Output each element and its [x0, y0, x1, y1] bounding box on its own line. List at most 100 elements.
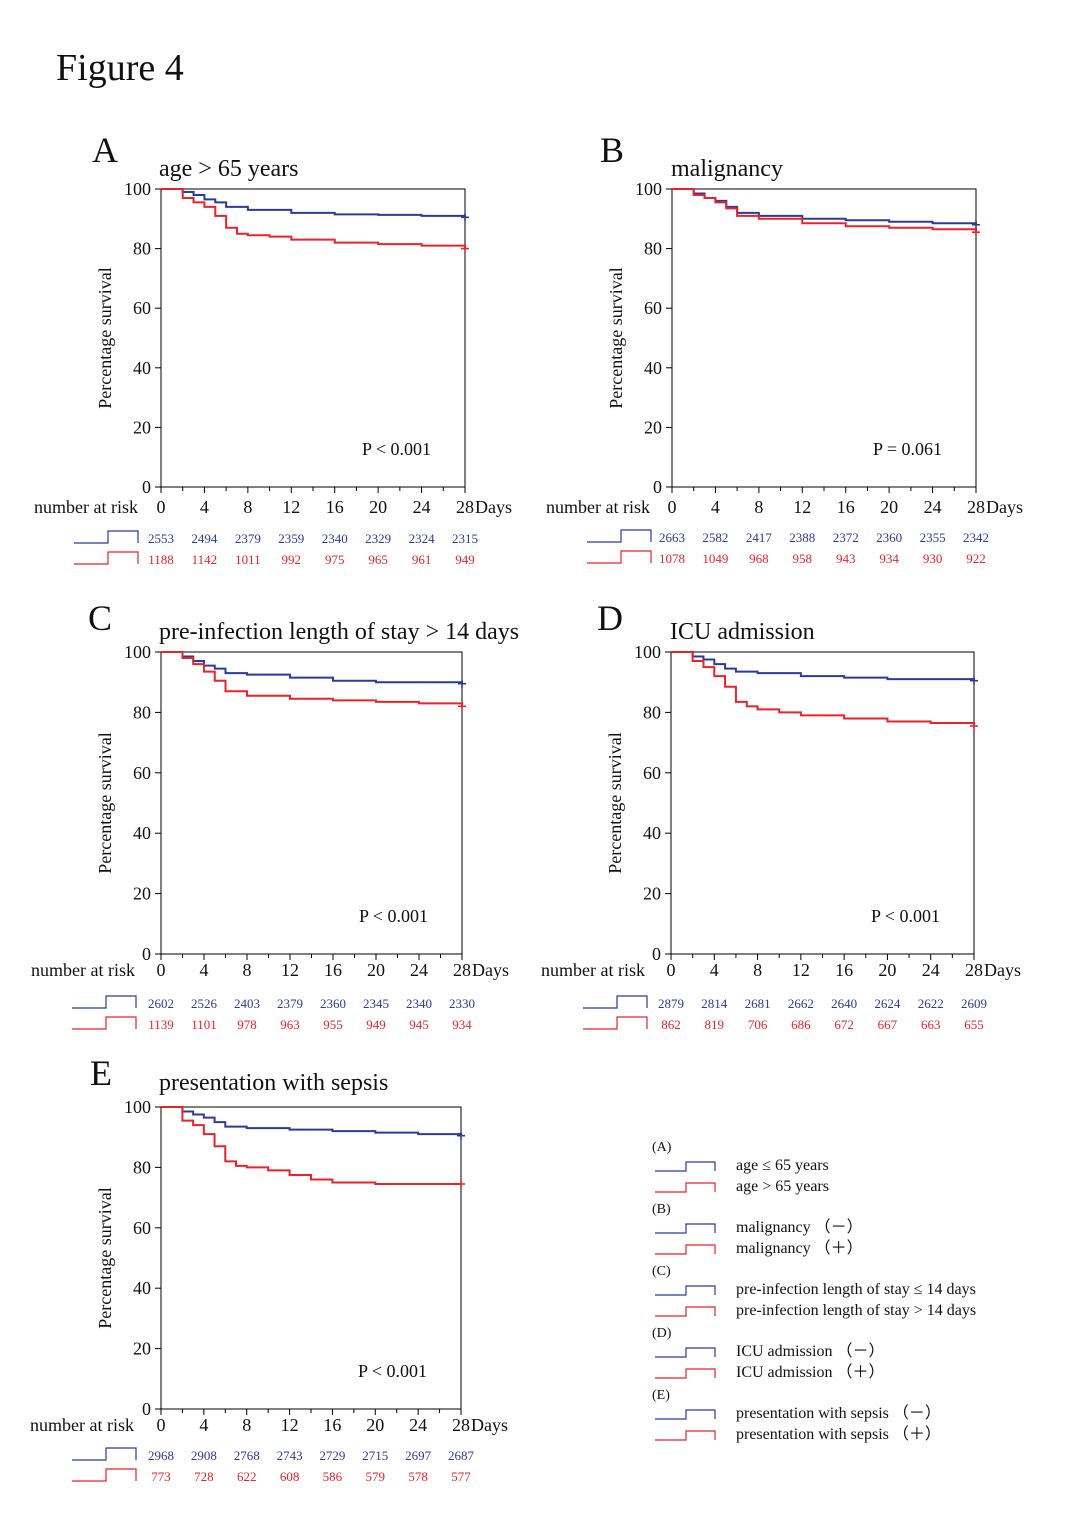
x-tick-label: 20: [367, 960, 385, 980]
y-tick-label: 20: [133, 884, 151, 904]
at-risk-count: 2359: [278, 531, 304, 546]
survival-curve-positive: [161, 1106, 461, 1186]
survival-curve-negative: [671, 651, 975, 681]
x-tick-label: 8: [243, 960, 252, 980]
at-risk-count: 2602: [148, 996, 174, 1011]
y-axis-label: Percentage survival: [606, 267, 626, 408]
x-tick-label: 12: [282, 497, 300, 517]
y-tick-label: 80: [133, 1157, 151, 1177]
at-risk-count: 2360: [876, 530, 902, 545]
x-axis-label: Days: [475, 497, 512, 517]
at-risk-count: 2494: [191, 531, 218, 546]
at-risk-count: 578: [408, 1469, 428, 1484]
at-risk-count: 2662: [788, 996, 814, 1011]
risk-table-label: number at risk: [31, 960, 135, 980]
legend-group-letter: (C): [652, 1264, 671, 1279]
panel-letter: D: [597, 598, 623, 638]
legend-swatch-negative: [655, 1285, 716, 1296]
y-tick-label: 80: [643, 702, 661, 722]
x-tick-label: 20: [878, 960, 896, 980]
at-risk-count: 1188: [148, 552, 174, 567]
at-risk-count: 2553: [148, 531, 174, 546]
x-tick-label: 4: [711, 497, 720, 517]
y-tick-label: 0: [653, 477, 662, 497]
at-risk-count: 2814: [701, 996, 728, 1011]
legend-label-positive: pre-infection length of stay > 14 days: [736, 1302, 976, 1319]
at-risk-count: 2355: [920, 530, 946, 545]
y-tick-label: 40: [644, 358, 662, 378]
x-tick-label: 4: [200, 960, 209, 980]
x-tick-label: 24: [410, 960, 428, 980]
at-risk-count: 2329: [365, 531, 391, 546]
at-risk-count: 930: [923, 551, 943, 566]
at-risk-count: 2379: [277, 996, 303, 1011]
x-tick-label: 0: [667, 960, 676, 980]
x-tick-label: 16: [837, 497, 855, 517]
y-tick-label: 40: [133, 358, 151, 378]
at-risk-count: 2345: [363, 996, 389, 1011]
risk-legend-positive: [587, 550, 652, 564]
censor-mark: [457, 1180, 465, 1189]
at-risk-count: 2908: [191, 1448, 217, 1463]
y-tick-label: 80: [133, 239, 151, 259]
x-tick-label: 16: [324, 960, 342, 980]
at-risk-count: 2379: [235, 531, 261, 546]
censor-mark: [458, 702, 466, 711]
risk-table-label: number at risk: [546, 497, 650, 517]
y-tick-label: 40: [133, 823, 151, 843]
panel-letter: E: [90, 1053, 112, 1093]
y-tick-label: 60: [133, 1218, 151, 1238]
risk-legend-positive: [72, 1016, 137, 1030]
x-tick-label: 8: [754, 497, 763, 517]
x-tick-label: 28: [456, 497, 474, 517]
x-axis-label: Days: [471, 1415, 508, 1435]
y-tick-label: 20: [644, 417, 662, 437]
at-risk-count: 2372: [833, 530, 859, 545]
x-tick-label: 16: [835, 960, 853, 980]
at-risk-count: 667: [878, 1017, 898, 1032]
at-risk-count: 2315: [452, 531, 478, 546]
x-tick-label: 24: [922, 960, 940, 980]
legend-swatch-positive: [655, 1368, 716, 1379]
legend-swatch-positive: [655, 1430, 716, 1441]
at-risk-count: 2622: [918, 996, 944, 1011]
at-risk-count: 1142: [192, 552, 218, 567]
x-tick-label: 28: [452, 1415, 470, 1435]
at-risk-count: 934: [452, 1017, 472, 1032]
y-tick-label: 20: [133, 417, 151, 437]
x-axis-label: Days: [984, 960, 1021, 980]
at-risk-count: 965: [368, 552, 388, 567]
at-risk-count: 655: [964, 1017, 984, 1032]
at-risk-count: 934: [879, 551, 899, 566]
p-value: P < 0.001: [871, 906, 940, 926]
at-risk-count: 2324: [409, 531, 436, 546]
x-tick-label: 0: [157, 497, 166, 517]
x-tick-label: 20: [366, 1415, 384, 1435]
x-tick-label: 4: [710, 960, 719, 980]
censor-mark: [970, 721, 978, 730]
y-tick-label: 20: [643, 884, 661, 904]
at-risk-count: 943: [836, 551, 856, 566]
y-tick-label: 100: [124, 1097, 151, 1117]
at-risk-count: 773: [151, 1469, 171, 1484]
panel-title: ICU admission: [670, 619, 815, 645]
at-risk-count: 2330: [449, 996, 475, 1011]
at-risk-count: 2687: [448, 1448, 475, 1463]
x-tick-label: 28: [965, 960, 983, 980]
y-tick-label: 0: [142, 1399, 151, 1419]
panel-title: presentation with sepsis: [159, 1070, 388, 1096]
legend-swatch-positive: [655, 1182, 716, 1193]
x-tick-label: 16: [323, 1415, 341, 1435]
y-tick-label: 0: [652, 944, 661, 964]
x-tick-label: 0: [157, 960, 166, 980]
legend: (A) age ≤ 65 years age > 65 years (B) malign…: [652, 1140, 976, 1443]
panel-title: pre-infection length of stay > 14 days: [159, 619, 519, 645]
risk-legend-negative: [583, 995, 648, 1009]
at-risk-count: 922: [966, 551, 986, 566]
survival-curve-negative: [161, 1106, 462, 1136]
legend-group-letter: (A): [652, 1140, 672, 1155]
panel-letter: B: [600, 130, 624, 170]
risk-legend-positive: [583, 1016, 648, 1030]
at-risk-count: 2743: [277, 1448, 303, 1463]
